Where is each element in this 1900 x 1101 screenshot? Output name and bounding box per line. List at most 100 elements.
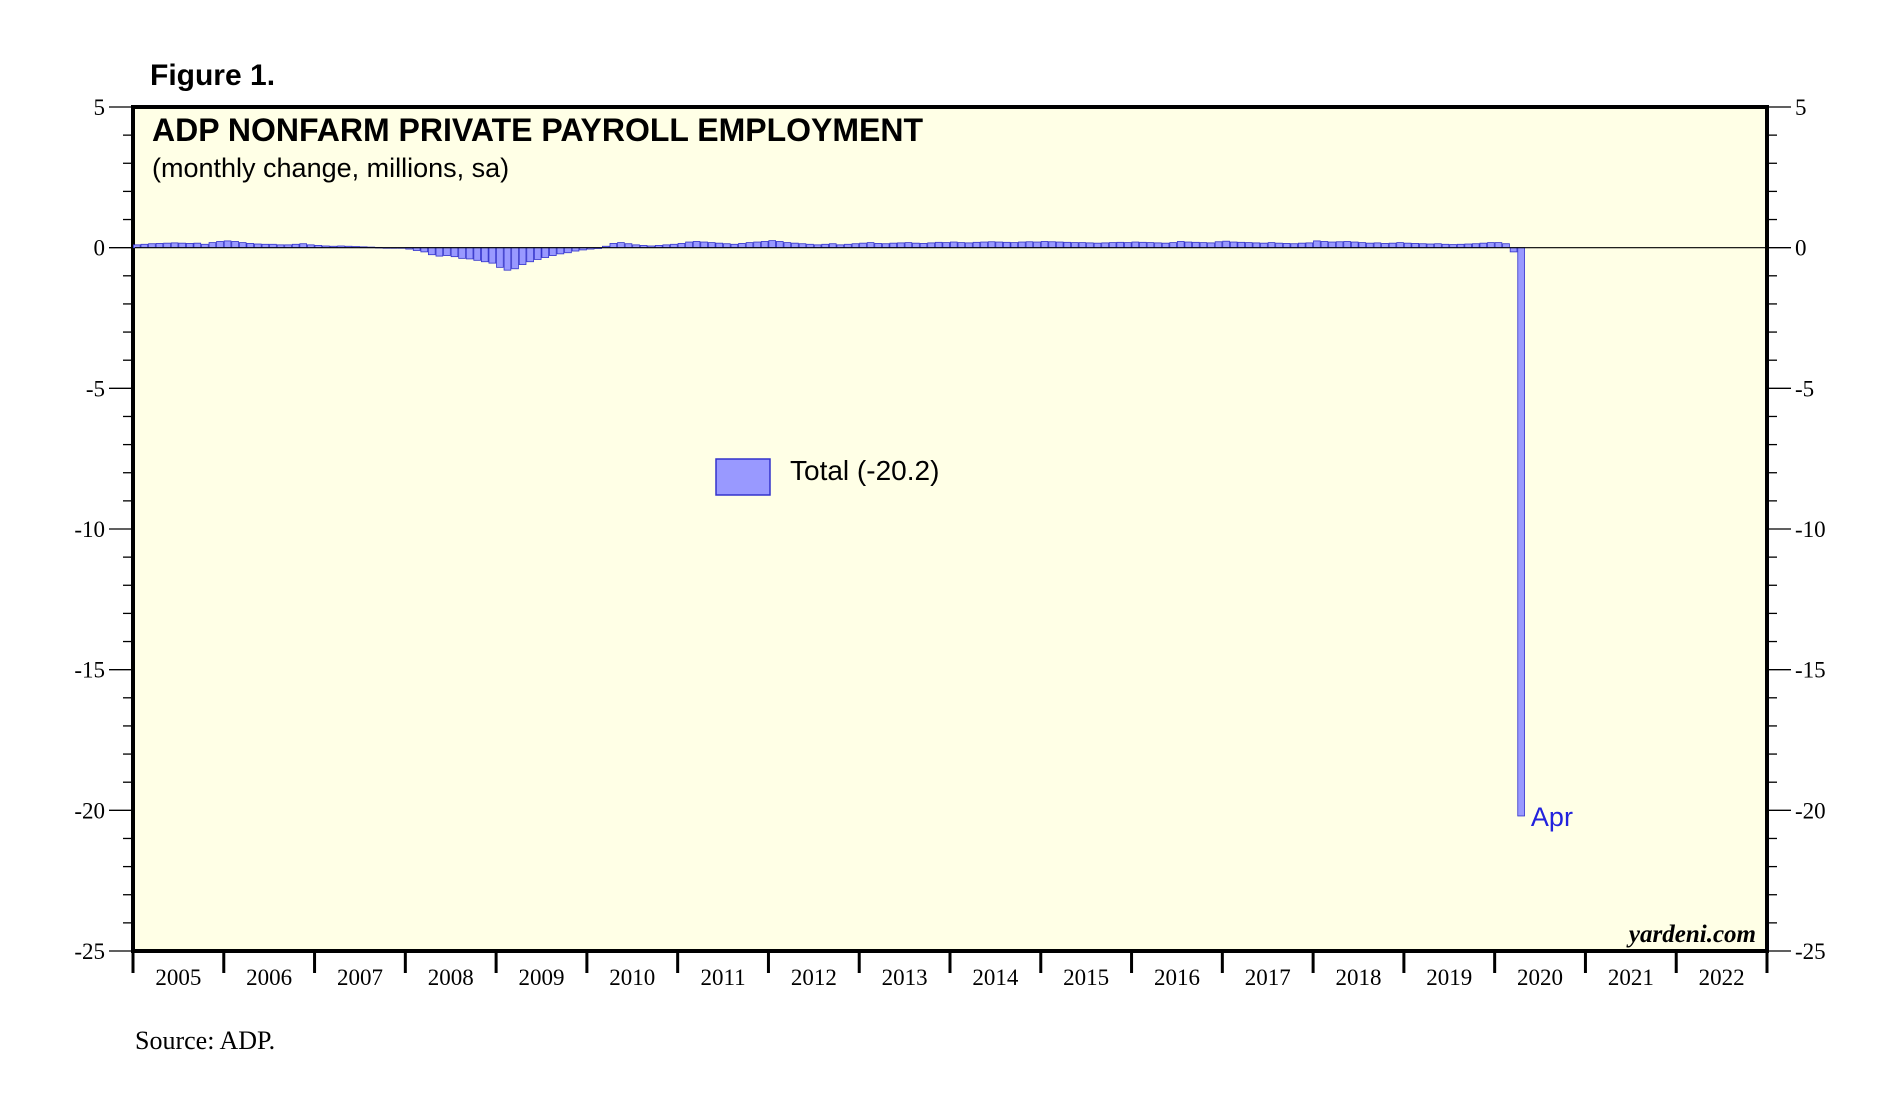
x-tick-label: 2016 (1154, 965, 1200, 990)
x-tick-label: 2012 (791, 965, 837, 990)
bar (715, 242, 724, 249)
bar (1267, 242, 1276, 249)
bar (163, 242, 171, 249)
bar (1002, 241, 1011, 249)
y-tick-label: 0 (94, 236, 106, 261)
bar (1048, 241, 1056, 249)
bar (791, 242, 799, 249)
bar (1358, 242, 1367, 249)
bar (972, 241, 981, 249)
bar (1350, 241, 1359, 249)
bar (1146, 242, 1155, 249)
bar (155, 243, 164, 249)
bar (1108, 242, 1117, 249)
bar (685, 241, 693, 249)
bar (533, 247, 542, 260)
bar (1245, 242, 1253, 249)
x-tick-label: 2007 (337, 965, 383, 990)
bar (1123, 242, 1132, 249)
y-tick-label: -15 (74, 658, 105, 683)
bar (1139, 241, 1147, 249)
bar (1199, 242, 1208, 249)
bar (957, 242, 966, 249)
y-tick-label: 0 (1795, 236, 1807, 261)
bar (496, 247, 504, 268)
bar (927, 242, 935, 249)
bar (677, 243, 686, 249)
bar (1366, 242, 1374, 249)
y-tick-label: -20 (74, 798, 105, 823)
bar (1305, 242, 1314, 249)
y-tick-label: -20 (1795, 798, 1826, 823)
bar (1509, 247, 1518, 253)
x-tick-label: 2020 (1517, 965, 1563, 990)
bar (1335, 241, 1344, 249)
bar (208, 242, 217, 249)
bar (753, 241, 761, 249)
bar (1040, 241, 1049, 249)
bar (564, 247, 572, 254)
bar (942, 242, 951, 249)
y-tick-label: -15 (1795, 658, 1826, 683)
bar (1063, 241, 1072, 249)
x-tick-label: 2021 (1608, 965, 1654, 990)
bar (185, 243, 194, 249)
bar (238, 242, 247, 249)
chart-title: ADP NONFARM PRIVATE PAYROLL EMPLOYMENT (152, 112, 923, 148)
x-tick-label: 2005 (155, 965, 201, 990)
bar (223, 240, 232, 249)
x-tick-label: 2017 (1245, 965, 1291, 990)
bar (1411, 243, 1420, 249)
bar (1388, 242, 1397, 249)
bar (1018, 241, 1026, 249)
source-note: Source: ADP. (135, 1026, 275, 1055)
bar (1222, 240, 1230, 249)
x-tick-label: 2009 (519, 965, 565, 990)
bar (549, 247, 557, 256)
bar (866, 242, 875, 249)
bar (488, 247, 497, 264)
bar (995, 241, 1003, 249)
bar (193, 242, 202, 249)
bar (473, 247, 481, 261)
x-tick-label: 2010 (609, 965, 655, 990)
bar (526, 247, 534, 263)
bar (859, 242, 867, 249)
bar (420, 247, 429, 253)
bar (912, 242, 920, 249)
bar (1396, 242, 1404, 249)
bar (1025, 241, 1034, 249)
bar (503, 247, 512, 271)
bar (1297, 242, 1306, 249)
x-tick-label: 2022 (1699, 965, 1745, 990)
bar (1494, 242, 1503, 249)
bar (934, 241, 943, 249)
bar (745, 242, 754, 249)
bar (1161, 242, 1170, 249)
legend-swatch (715, 458, 771, 496)
bar (178, 242, 186, 249)
bar (889, 242, 898, 249)
bar (1373, 242, 1382, 249)
bar (776, 241, 784, 249)
bar (919, 243, 928, 249)
bar (435, 247, 444, 257)
bar (874, 243, 882, 249)
annotation-apr: Apr (1531, 802, 1573, 832)
x-tick-label: 2006 (246, 965, 292, 990)
bar (556, 247, 565, 255)
bar (609, 243, 618, 249)
bar (1517, 247, 1525, 817)
bar (1320, 241, 1329, 249)
bar (760, 241, 769, 249)
bar (1184, 241, 1193, 249)
bar (443, 247, 451, 256)
bar (738, 243, 746, 249)
bar (541, 247, 550, 258)
bar (700, 241, 708, 249)
y-tick-label: -25 (1795, 939, 1826, 964)
bar (950, 241, 958, 249)
bar (783, 242, 792, 249)
bar (1071, 242, 1079, 249)
bar (1078, 242, 1087, 249)
